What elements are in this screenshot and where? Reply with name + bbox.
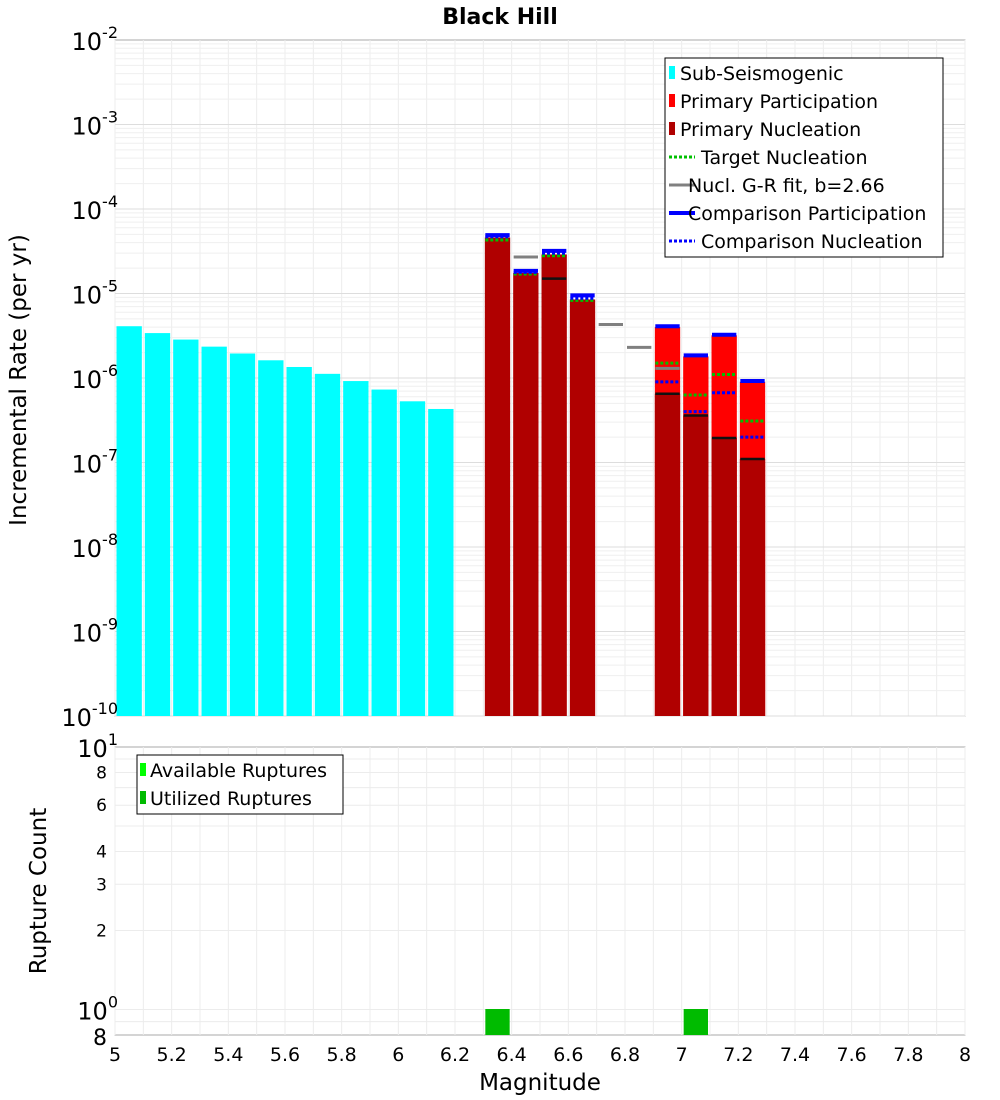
bottom-legend-item-1-label: Utilized Ruptures bbox=[150, 788, 312, 810]
legend-item-2-label: Primary Nucleation bbox=[680, 119, 861, 141]
legend-item-2-swatch bbox=[669, 122, 675, 135]
x-tick-label: 6.2 bbox=[440, 1044, 470, 1066]
bar-sub-seismogenic bbox=[343, 381, 369, 716]
x-ticks: 5 5.2 5.4 5.6 5.8 6 6.2 6.4 6.6 6.8 7 7.2 7.4 7.6 7.8 8 bbox=[109, 1044, 971, 1066]
bar-sub-seismogenic bbox=[399, 401, 426, 716]
legend-item-0-swatch bbox=[669, 66, 675, 79]
bottom-y-tick-label: 8 bbox=[96, 763, 107, 783]
legend-item-1-label: Primary Participation bbox=[680, 91, 878, 113]
x-tick-label: 6.4 bbox=[497, 1044, 527, 1066]
bar-sub-seismogenic bbox=[116, 326, 142, 716]
bar-sub-seismogenic bbox=[286, 366, 312, 716]
bar-sub-seismogenic bbox=[144, 333, 171, 716]
bottom-legend: Available Ruptures Utilized Ruptures bbox=[136, 754, 344, 815]
bar-primary-nucleation bbox=[484, 237, 511, 717]
bottom-legend-item-1-swatch bbox=[140, 791, 146, 804]
x-tick-label: 5.8 bbox=[327, 1044, 357, 1066]
bar-primary-nucleation bbox=[569, 299, 596, 716]
top-legend: Sub-Seismogenic Primary Participation Prim… bbox=[664, 57, 944, 258]
x-tick-label: 7.4 bbox=[780, 1044, 810, 1066]
bar-utilized-ruptures bbox=[683, 1009, 708, 1035]
x-tick-label: 5 bbox=[109, 1044, 121, 1066]
bar-primary-nucleation bbox=[739, 459, 766, 716]
bottom-y-tick-major: 100 bbox=[77, 993, 118, 1026]
top-y-tick-label: 10-10 bbox=[61, 699, 118, 732]
x-tick-label: 5.2 bbox=[157, 1044, 187, 1066]
bottom-y-tick-label: 2 bbox=[96, 922, 107, 942]
bar-primary-nucleation bbox=[541, 254, 567, 716]
bottom-legend-item-0-label: Available Ruptures bbox=[150, 760, 327, 782]
bottom-y-tick-label: 8 bbox=[93, 1026, 107, 1051]
bar-sub-seismogenic bbox=[314, 373, 341, 716]
top-y-tick-label: 10-2 bbox=[72, 23, 119, 56]
bar-primary-nucleation bbox=[654, 393, 681, 716]
bar-primary-nucleation bbox=[711, 437, 737, 716]
top-y-tick-label: 10-5 bbox=[72, 277, 119, 310]
legend-item-6-label: Comparison Nucleation bbox=[701, 231, 923, 253]
x-tick-label: 7.8 bbox=[893, 1044, 923, 1066]
x-tick-label: 5.6 bbox=[270, 1044, 300, 1066]
top-y-axis-label: Incremental Rate (per yr) bbox=[6, 234, 32, 526]
x-tick-label: 6.6 bbox=[553, 1044, 583, 1066]
legend-item-4-label: Nucl. G-R fit, b=2.66 bbox=[688, 175, 885, 197]
bar-sub-seismogenic bbox=[201, 346, 227, 716]
x-tick-label: 8 bbox=[959, 1044, 971, 1066]
bar-utilized-ruptures bbox=[485, 1009, 510, 1035]
bar-sub-seismogenic bbox=[428, 408, 454, 716]
bar-sub-seismogenic bbox=[229, 353, 256, 716]
x-tick-label: 5.4 bbox=[213, 1044, 243, 1066]
x-tick-label: 6 bbox=[392, 1044, 404, 1066]
top-y-tick-label: 10-6 bbox=[72, 361, 119, 394]
bottom-legend-item-0-swatch bbox=[140, 763, 146, 776]
bar-sub-seismogenic bbox=[371, 389, 397, 716]
bar-sub-seismogenic bbox=[173, 339, 199, 716]
legend-item-5-label: Comparison Participation bbox=[688, 203, 926, 225]
top-y-tick-label: 10-9 bbox=[72, 615, 119, 648]
bottom-y-tick-label: 4 bbox=[96, 842, 107, 862]
top-panel: 10-10 10-9 10-8 10-7 10-6 10-5 10-4 10-3 10-2 In… bbox=[6, 23, 966, 732]
bottom-y-tick-major: 101 bbox=[77, 730, 118, 763]
bar-primary-nucleation bbox=[513, 272, 539, 716]
top-marks bbox=[485, 233, 765, 461]
x-tick-label: 6.8 bbox=[610, 1044, 640, 1066]
bar-sub-seismogenic bbox=[258, 360, 284, 716]
legend-item-1-swatch bbox=[669, 94, 675, 107]
bottom-y-tick-label: 6 bbox=[96, 796, 107, 816]
x-tick-label: 7.6 bbox=[837, 1044, 867, 1066]
x-tick-label: 7 bbox=[676, 1044, 688, 1066]
bottom-y-tick-label: 3 bbox=[96, 875, 107, 895]
top-y-ticks: 10-10 10-9 10-8 10-7 10-6 10-5 10-4 10-3 10-2 bbox=[61, 23, 118, 732]
top-y-tick-label: 10-8 bbox=[72, 530, 119, 563]
legend-item-0-label: Sub-Seismogenic bbox=[680, 63, 844, 85]
x-tick-label: 7.2 bbox=[723, 1044, 753, 1066]
top-y-tick-label: 10-4 bbox=[72, 192, 119, 225]
chart-title: Black Hill bbox=[442, 5, 558, 30]
top-y-tick-label: 10-3 bbox=[72, 108, 119, 141]
bottom-y-axis-label: Rupture Count bbox=[26, 808, 52, 974]
top-y-tick-label: 10-7 bbox=[72, 446, 119, 479]
bottom-bars bbox=[485, 1009, 708, 1035]
x-axis-label: Magnitude bbox=[479, 1070, 601, 1096]
legend-item-3-label: Target Nucleation bbox=[700, 147, 868, 169]
bar-primary-nucleation bbox=[683, 415, 709, 716]
